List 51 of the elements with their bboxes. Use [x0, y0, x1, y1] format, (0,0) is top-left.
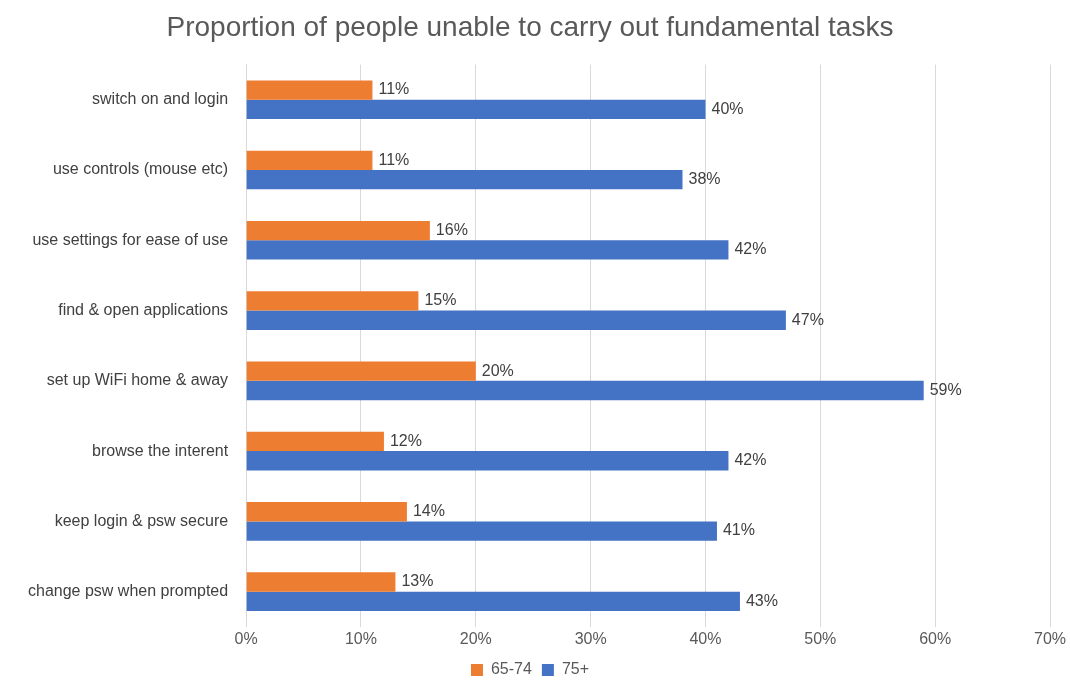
- data-label: 13%: [401, 572, 434, 590]
- data-label: 43%: [745, 591, 778, 609]
- bar: [246, 380, 924, 401]
- data-label: 42%: [734, 451, 767, 469]
- data-label: 41%: [722, 521, 755, 539]
- y-tick-label: set up WiFi home & away: [46, 371, 229, 389]
- x-tick-label: 60%: [919, 629, 952, 647]
- legend-label: 65-74: [490, 660, 532, 678]
- bar: [246, 99, 706, 120]
- y-tick-label: browse the interent: [92, 441, 229, 459]
- bar: [246, 451, 729, 471]
- data-label: 59%: [929, 380, 962, 398]
- data-label: 11%: [378, 80, 410, 98]
- x-tick-label: 30%: [574, 629, 607, 647]
- data-label: 11%: [378, 150, 410, 168]
- data-label: 12%: [389, 431, 422, 449]
- bar: [246, 150, 373, 171]
- x-tick-label: 0%: [234, 629, 258, 647]
- data-label: 15%: [424, 291, 457, 309]
- data-label: 42%: [734, 240, 767, 258]
- x-tick-label: 50%: [804, 629, 837, 647]
- y-tick-label: change psw when prompted: [28, 582, 229, 600]
- bar: [246, 572, 396, 592]
- chart-title: Proportion of people unable to carry out fundamental tasks: [166, 10, 894, 42]
- bar: [246, 291, 419, 311]
- bar: [246, 80, 373, 100]
- bar: [246, 591, 740, 611]
- data-label: 40%: [711, 99, 744, 117]
- x-tick-label: 20%: [459, 629, 492, 647]
- bar: [246, 502, 407, 522]
- x-tick-label: 70%: [1033, 629, 1067, 647]
- y-tick-label: use controls (mouse etc): [52, 160, 229, 178]
- bar: [246, 310, 786, 330]
- bar: [246, 170, 683, 190]
- x-tick-label: 10%: [344, 629, 377, 647]
- bar: [246, 361, 476, 381]
- y-tick-label: keep login & psw secure: [54, 511, 229, 529]
- bar: [246, 220, 430, 241]
- y-tick-label: switch on and login: [92, 90, 229, 108]
- legend-label: 75+: [561, 660, 590, 678]
- y-tick-label: find & open applications: [58, 300, 229, 318]
- bar: [246, 431, 384, 452]
- data-label: 16%: [435, 221, 468, 239]
- x-tick-label: 40%: [689, 629, 722, 647]
- data-label: 47%: [791, 310, 824, 328]
- y-tick-label: use settings for ease of use: [32, 230, 229, 248]
- data-label: 14%: [412, 502, 445, 520]
- bar: [246, 240, 729, 260]
- data-label: 20%: [481, 361, 514, 379]
- data-label: 38%: [688, 170, 721, 188]
- bar: [246, 521, 717, 541]
